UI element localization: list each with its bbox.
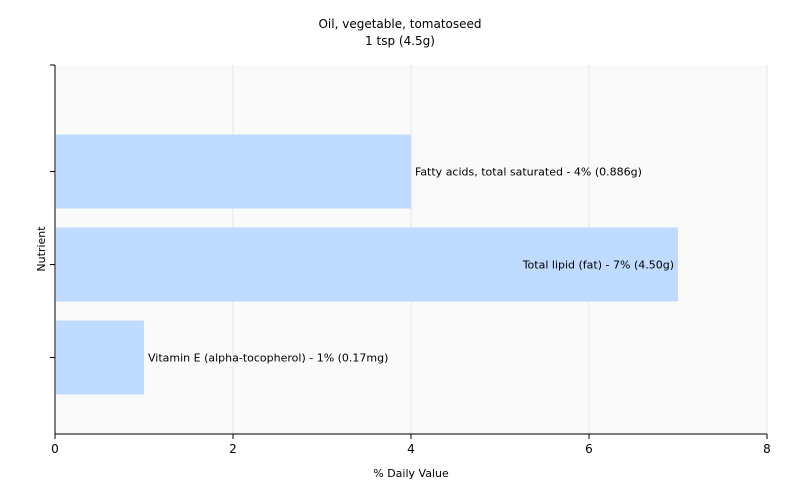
x-tick-label: 8 [763,442,771,456]
x-tick-label: 2 [229,442,237,456]
chart-title: Oil, vegetable, tomatoseed [318,17,481,31]
axes: 0 2 4 6 8 [50,64,771,456]
bar-data-label: Vitamin E (alpha-tocopherol) - 1% (0.17m… [148,352,388,365]
x-tick-label: 4 [407,442,415,456]
bars [56,134,678,395]
bar-data-label: Fatty acids, total saturated - 4% (0.886… [415,166,642,179]
y-axis-label: Nutrient [35,226,48,272]
bar [56,134,411,209]
bar [56,320,144,395]
x-tick-label: 0 [51,442,59,456]
bar [56,227,678,302]
x-tick-label: 6 [585,442,593,456]
x-axis-label: % Daily Value [373,467,449,480]
data-labels: Fatty acids, total saturated - 4% (0.886… [148,166,674,365]
bar-data-label: Total lipid (fat) - 7% (4.50g) [522,259,674,272]
chart-subtitle: 1 tsp (4.5g) [365,34,435,48]
